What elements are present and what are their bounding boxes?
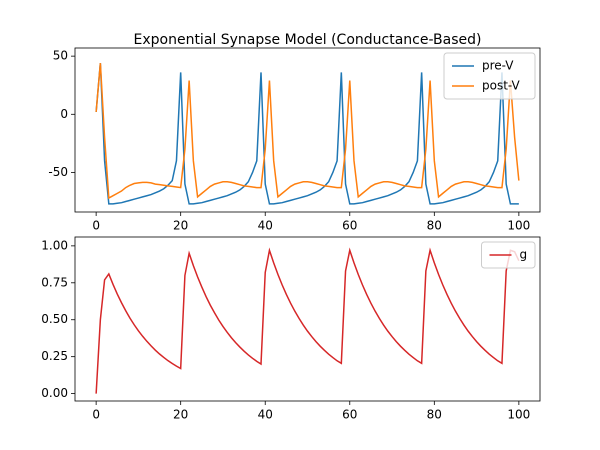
y-tick-label: 0 (60, 107, 68, 121)
chart-title: Exponential Synapse Model (Conductance-B… (134, 32, 482, 48)
series-line (95, 63, 519, 205)
x-tick-label: 0 (92, 219, 100, 233)
x-tick-label: 0 (92, 408, 100, 422)
series-line (95, 63, 520, 200)
y-tick-label: 1.00 (41, 238, 68, 252)
legend-label: post-V (482, 79, 521, 93)
y-tick-label: 0.75 (41, 275, 68, 289)
y-tick-label: -50 (48, 165, 68, 179)
legend-box (443, 52, 536, 100)
y-tick-label: 0.00 (41, 386, 68, 400)
y-tick-label: 0.50 (41, 312, 68, 326)
x-tick-label: 100 (507, 408, 530, 422)
x-tick-label: 80 (427, 408, 442, 422)
series-line (95, 247, 520, 394)
x-tick-label: 80 (427, 219, 442, 233)
axes-frame (74, 236, 541, 402)
x-tick-label: 20 (173, 408, 188, 422)
x-tick-label: 40 (258, 408, 273, 422)
x-tick-label: 20 (173, 219, 188, 233)
x-tick-label: 100 (507, 219, 530, 233)
y-tick-label: 0.25 (41, 349, 68, 363)
legend-label: pre-V (482, 59, 514, 73)
x-tick-label: 40 (258, 219, 273, 233)
x-tick-label: 60 (342, 408, 357, 422)
axes-frame (74, 47, 541, 213)
legend-label: g (520, 248, 528, 262)
x-tick-label: 60 (342, 219, 357, 233)
y-tick-label: 50 (53, 49, 68, 63)
